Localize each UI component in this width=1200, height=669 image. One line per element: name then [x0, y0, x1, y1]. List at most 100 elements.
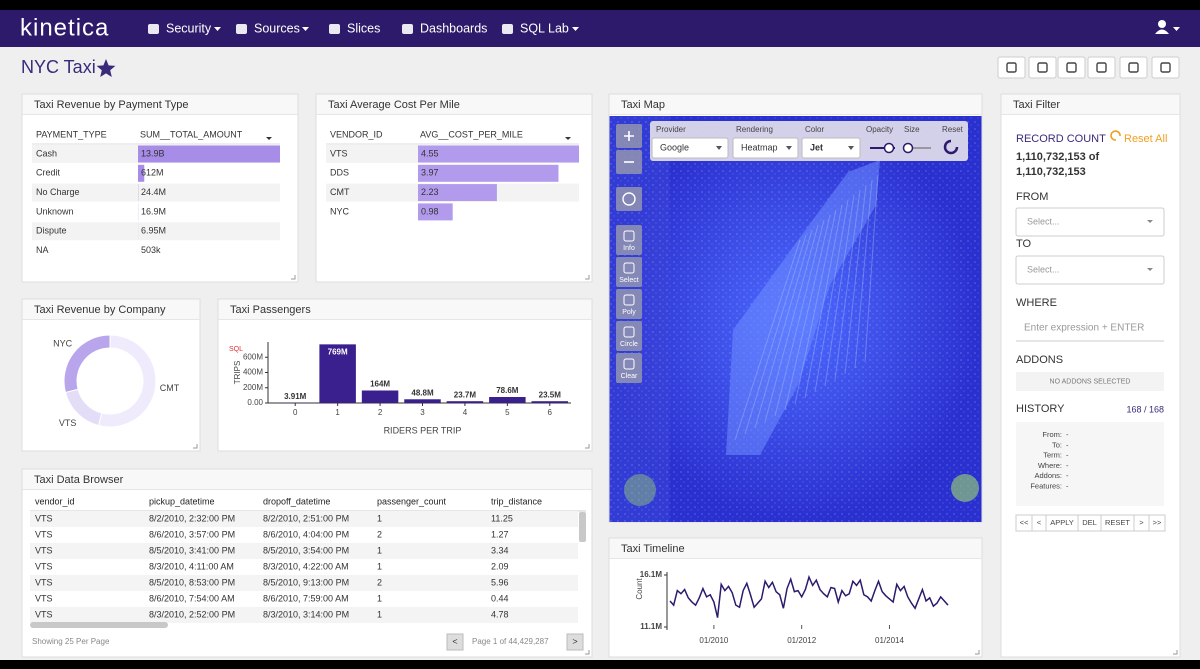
pager-button[interactable]: [446, 633, 464, 651]
y-tick-label: 200M: [243, 383, 263, 392]
nav-item[interactable]: Slices: [347, 21, 380, 35]
map-park: [951, 474, 979, 502]
pager-next: >: [572, 636, 577, 646]
panel-header: [609, 94, 982, 115]
x-axis-title: RIDERS PER TRIP: [384, 425, 462, 435]
x-tick-label: 0: [293, 408, 298, 417]
map-street: [784, 214, 831, 411]
map-street: [814, 199, 849, 393]
toolbar-button[interactable]: [1151, 56, 1180, 79]
map-street: [854, 179, 873, 369]
map-select[interactable]: [801, 137, 861, 159]
x-tick-label: 01/2012: [787, 636, 816, 645]
reset-all[interactable]: Reset All: [1124, 133, 1167, 145]
category-label: No Charge: [36, 187, 80, 197]
toolbar-button[interactable]: [1119, 56, 1148, 79]
map-tool-glyph: [623, 262, 635, 274]
table-cell: 8/5/2010, 3:41:00 PM: [149, 545, 235, 555]
map-tool[interactable]: [616, 289, 642, 319]
x-tick-label: 1: [335, 408, 340, 417]
toolbar-button[interactable]: [1028, 56, 1057, 79]
map-select[interactable]: [732, 137, 799, 159]
bar: [418, 203, 453, 221]
nav-caret: [214, 27, 221, 31]
map-tool[interactable]: [616, 225, 642, 255]
table-cell: 2: [377, 529, 382, 539]
map-control-label: Opacity: [866, 125, 893, 134]
row-shade: [32, 183, 280, 202]
map-select-value: Jet: [810, 142, 823, 152]
history-count: 168 / 168: [1126, 404, 1164, 414]
table-cell: VTS: [35, 513, 53, 523]
select-caret: [786, 146, 792, 150]
panel-title: Taxi Passengers: [230, 304, 311, 316]
pager-button[interactable]: [566, 633, 584, 651]
slice-label: VTS: [59, 418, 77, 428]
from-label: FROM: [1016, 191, 1048, 203]
record-total: 1,110,732,153: [1016, 166, 1086, 178]
bar: [446, 401, 484, 403]
table-cell: VTS: [35, 561, 53, 571]
category-label: NYC: [330, 206, 350, 216]
resize-grip: [975, 650, 980, 655]
x-tick-label: 4: [463, 408, 468, 417]
nav-item[interactable]: SQL Lab: [520, 21, 569, 35]
bar: [489, 397, 526, 403]
favorite-star[interactable]: [96, 59, 116, 77]
value-label: 23.7M: [454, 390, 477, 399]
panel-header: [22, 94, 298, 115]
y-axis-title: Count: [635, 578, 644, 600]
size-knob[interactable]: [902, 142, 914, 154]
record-count: 1,110,732,153 of: [1016, 151, 1100, 163]
resize-grip: [585, 444, 590, 449]
row-shade: [30, 511, 578, 527]
bar: [531, 401, 569, 403]
map-control-label: Color: [805, 125, 824, 134]
map-select[interactable]: [651, 137, 729, 159]
map-tool[interactable]: [616, 353, 642, 383]
from-select[interactable]: [1015, 207, 1165, 237]
history-value: -: [1066, 440, 1069, 449]
map-zoom-button[interactable]: [616, 187, 642, 211]
history-button[interactable]: [1148, 514, 1166, 532]
panel-title: Taxi Timeline: [621, 543, 685, 555]
nav-item[interactable]: Dashboards: [420, 21, 487, 35]
nav-item[interactable]: Security: [166, 21, 212, 35]
panel-header: [316, 94, 592, 115]
y-tick-label: 400M: [243, 368, 263, 377]
x-tick-label: 2: [378, 408, 383, 417]
reset-icon[interactable]: [943, 139, 959, 155]
category-label: CMT: [330, 187, 350, 197]
nav-item[interactable]: Sources: [254, 21, 300, 35]
map-tool[interactable]: [616, 257, 642, 287]
history-field: From:: [1042, 430, 1062, 439]
table-cell: VTS: [35, 593, 53, 603]
nav-icon: [329, 24, 340, 34]
category-label: Cash: [36, 148, 57, 158]
column-header: PAYMENT_TYPE: [36, 129, 107, 139]
nav-icon: [148, 24, 159, 34]
map-tool[interactable]: [616, 321, 642, 351]
panel-title: Taxi Map: [621, 99, 665, 111]
toolbar-button[interactable]: [1057, 56, 1086, 79]
map-street: [774, 219, 825, 417]
table-footer: Showing 25 Per Page: [32, 637, 110, 646]
user-icon-head[interactable]: [1158, 20, 1166, 28]
bar: [418, 184, 497, 202]
toolbar-button[interactable]: [997, 56, 1026, 79]
table-cell: 8/3/2010, 2:52:00 PM: [149, 609, 235, 619]
history-button-label: >>: [1153, 518, 1162, 527]
map-select-value: Google: [660, 142, 689, 152]
table-cell: VTS: [35, 609, 53, 619]
toolbar-button[interactable]: [1087, 56, 1116, 79]
panel-header: [609, 538, 982, 559]
table-cell: 8/2/2010, 2:32:00 PM: [149, 513, 235, 523]
opacity-knob[interactable]: [883, 142, 895, 154]
history-value: -: [1066, 461, 1069, 470]
map-tool-label: Circle: [620, 341, 638, 348]
to-select[interactable]: [1015, 255, 1165, 285]
toolbar-glyph: [1096, 62, 1107, 73]
table-cell: 8/6/2010, 3:57:00 PM: [149, 529, 235, 539]
to-placeholder: Select...: [1027, 264, 1060, 274]
y-tick-label: 16.1M: [640, 570, 663, 579]
